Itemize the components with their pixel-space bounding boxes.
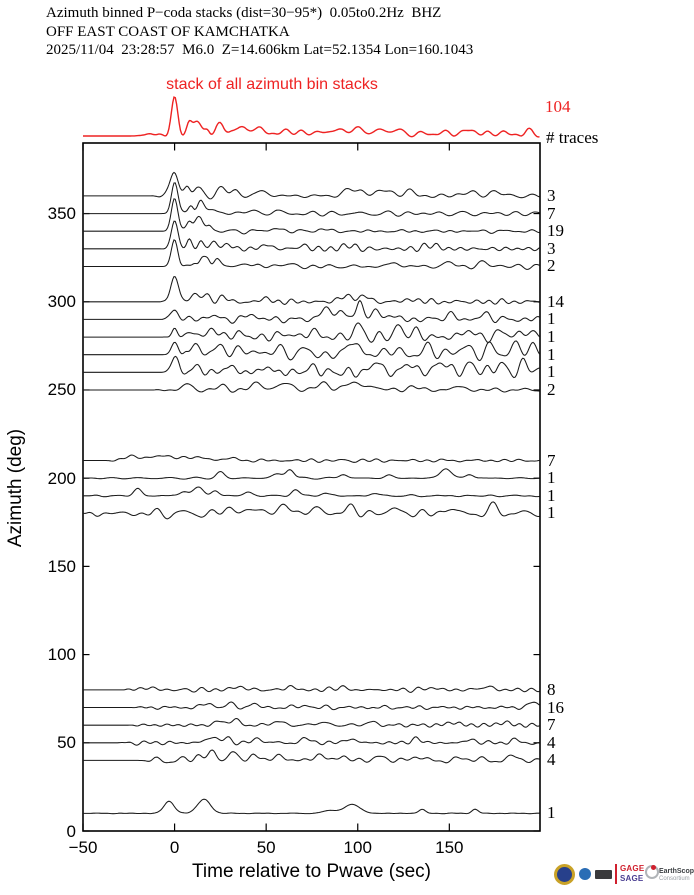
y-tick-label: 350 [47,204,76,224]
gage-sage-logo: GAGE SAGE [615,864,644,884]
trace-count-az340: 19 [547,221,564,241]
waveform-trace-az350 [83,182,540,217]
y-tick-label: 50 [57,733,76,753]
footer-logos: GAGE SAGE EarthScope Consortium [552,859,694,891]
waveform-trace-az180 [82,501,540,520]
stack-total-count: 104 [545,97,571,116]
waveform-trace-az40 [83,749,540,764]
waveform-trace-az210 [83,454,540,463]
consortium-label: Consortium [659,876,690,882]
trace-count-az190: 1 [547,485,556,505]
gage-label: GAGE [620,864,645,873]
trace-count-az300: 14 [547,291,564,311]
y-tick-label: 200 [47,468,76,488]
axes-box [82,142,541,832]
trace-count-az50: 4 [547,732,556,752]
waveform-trace-az330 [83,220,540,253]
waveform-trace-az320 [83,239,540,270]
waveform-trace-az10 [83,798,540,815]
waveform-trace-az340 [83,198,540,235]
trace-count-az320: 2 [547,256,556,276]
waveform-trace-az260 [83,355,540,379]
earthscope-wordmark: EarthScope Consortium [659,868,694,883]
waveform-trace-az80 [83,684,540,693]
earthscope-dot-icon [651,865,656,870]
stack-trace [83,96,540,138]
sage-label: SAGE [620,874,644,883]
y-tick-label: 250 [47,380,76,400]
title-block: Azimuth binned P−coda stacks (dist=30−95… [46,4,473,60]
x-tick-label: 50 [256,838,276,857]
x-tick-label: −50 [68,838,98,857]
y-tick-label: 100 [47,645,76,665]
x-axis-label: Time relative to Pwave (sec) [192,861,431,882]
waveform-trace-az70 [83,701,540,711]
waveform-trace-az300 [83,276,540,305]
dark-wordmark-icon [595,870,612,879]
x-tick-label: 0 [169,838,180,857]
num-traces-header: # traces [546,128,599,147]
title-line-2: OFF EAST COAST OF KAMCHATKA [46,23,290,40]
blue-agency-icon [579,868,591,880]
waveform-trace-az270 [83,340,540,362]
waveform-trace-az200 [83,468,540,480]
trace-count-az180: 1 [547,503,556,523]
trace-count-az290: 1 [547,309,556,329]
trace-count-az260: 1 [547,362,556,382]
x-tick-label: 150 [435,838,464,857]
y-tick-label: 150 [47,556,76,576]
trace-count-az330: 3 [547,238,556,258]
trace-count-az360: 3 [547,185,556,205]
y-tick-label: 0 [66,821,76,841]
waveform-trace-az280 [83,322,540,344]
waveform-trace-az60 [83,717,540,728]
trace-count-az10: 1 [547,803,556,823]
title-line-1: Azimuth binned P−coda stacks (dist=30−95… [46,5,442,21]
title-line-3: 2025/11/04 23:28:57 M6.0 Z=14.606km Lat=… [46,42,474,58]
waveform-trace-az190 [83,486,540,498]
earthscope-label: EarthScope [659,868,694,875]
trace-count-az40: 4 [547,750,556,770]
waveform-trace-az250 [83,381,540,393]
trace-count-az250: 2 [547,379,556,399]
trace-count-az80: 8 [547,679,556,699]
trace-count-az210: 7 [547,450,556,470]
trace-count-az350: 7 [547,203,556,223]
waveform-trace-az360 [83,171,540,200]
nsf-seal-icon [554,864,575,885]
y-tick-label: 300 [47,292,76,312]
trace-count-az70: 16 [547,697,564,717]
trace-count-az200: 1 [547,468,556,488]
trace-count-az60: 7 [547,715,556,735]
waveform-trace-az290 [83,299,540,324]
waveform-trace-az50 [83,736,540,746]
stack-of-bins-label: stack of all azimuth bin stacks [166,76,378,93]
trace-count-az280: 1 [547,327,556,347]
trace-count-az270: 1 [547,344,556,364]
x-tick-label: 100 [343,838,372,857]
